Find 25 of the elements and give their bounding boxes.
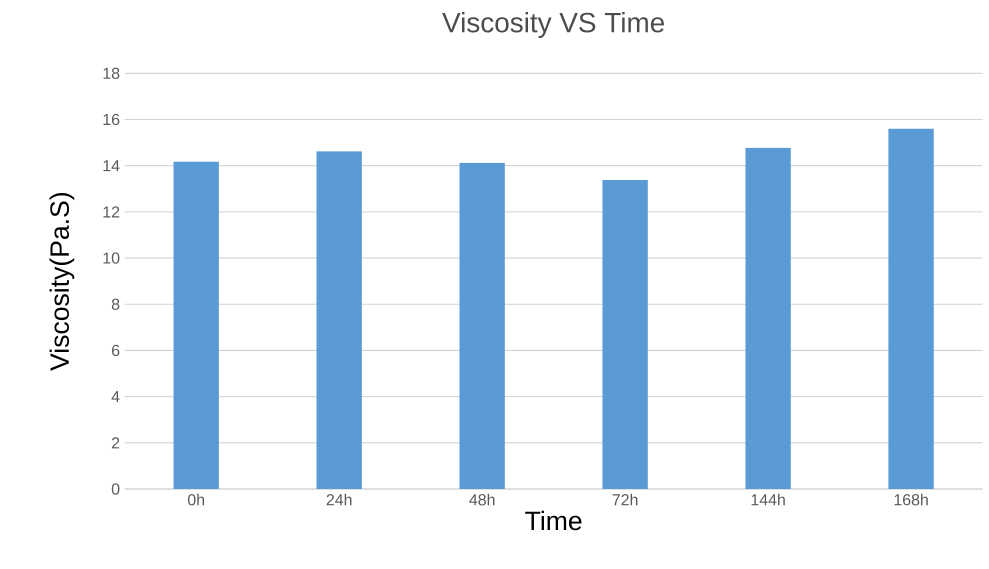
x-tick-label: 0h <box>188 494 204 506</box>
y-tick-label: 18 <box>104 68 120 79</box>
y-tick-label: 2 <box>112 437 120 448</box>
bar <box>459 162 505 489</box>
bar <box>174 162 219 489</box>
bar <box>745 148 791 489</box>
chart-title: Viscosity VS Time <box>442 12 664 38</box>
y-tick-label: 16 <box>104 114 120 126</box>
bar <box>316 151 362 489</box>
y-tick-label: 6 <box>112 344 120 356</box>
x-tick-label: 24h <box>326 494 352 506</box>
bar <box>888 128 934 489</box>
y-tick-label: 0 <box>112 483 120 495</box>
x-axis-title: Time <box>525 510 582 530</box>
x-tick-label: 48h <box>469 494 494 506</box>
y-tick-label: 4 <box>112 391 120 402</box>
x-tick-label: 72h <box>612 494 638 506</box>
y-tick-label: 10 <box>104 252 120 264</box>
x-tick-label: 144h <box>752 494 785 506</box>
y-axis-title: Viscosity(Pa.S) <box>50 192 74 371</box>
x-tick-label: 168h <box>894 494 928 506</box>
y-tick-label: 8 <box>112 298 120 310</box>
y-tick-label: 12 <box>104 206 120 218</box>
y-tick-label: 14 <box>104 160 120 172</box>
bar <box>602 180 648 489</box>
